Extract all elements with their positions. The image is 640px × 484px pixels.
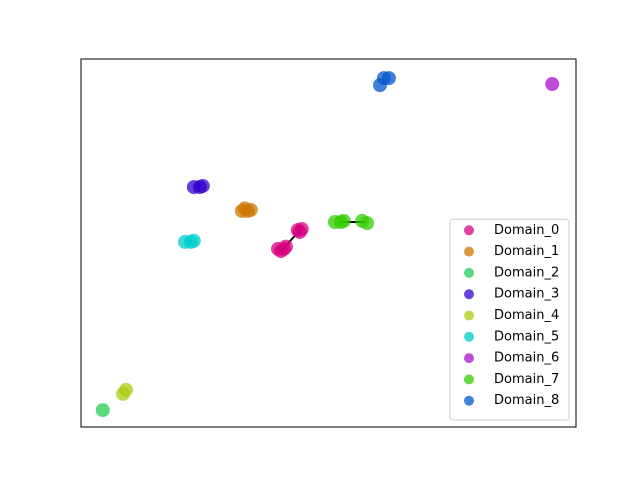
point <box>186 233 201 248</box>
point <box>336 213 351 228</box>
axes-frame <box>80 58 577 428</box>
legend-label: Domain_5 <box>494 329 559 344</box>
legend-marker <box>464 353 474 364</box>
legend-label: Domain_3 <box>494 287 559 302</box>
point <box>545 77 560 92</box>
point <box>95 403 110 418</box>
legend-marker <box>464 395 474 406</box>
point <box>381 71 396 86</box>
point <box>243 202 258 217</box>
legend-box <box>449 218 570 421</box>
point <box>360 216 375 231</box>
legend-marker <box>464 374 474 385</box>
point <box>292 224 307 239</box>
legend-marker <box>464 267 474 278</box>
point <box>278 239 293 254</box>
legend-label: Domain_8 <box>494 393 559 408</box>
legend-label: Domain_7 <box>494 372 559 387</box>
legend-marker <box>464 331 474 342</box>
point <box>195 178 210 193</box>
legend-marker <box>464 225 474 236</box>
legend-label: Domain_1 <box>494 244 559 259</box>
legend-marker <box>464 289 474 300</box>
legend-marker <box>464 246 474 257</box>
legend-label: Domain_2 <box>494 265 559 280</box>
legend-label: Domain_4 <box>494 308 559 323</box>
legend-marker <box>464 310 474 321</box>
legend-label: Domain_6 <box>494 351 559 366</box>
legend-label: Domain_0 <box>494 223 559 238</box>
point <box>119 382 134 397</box>
